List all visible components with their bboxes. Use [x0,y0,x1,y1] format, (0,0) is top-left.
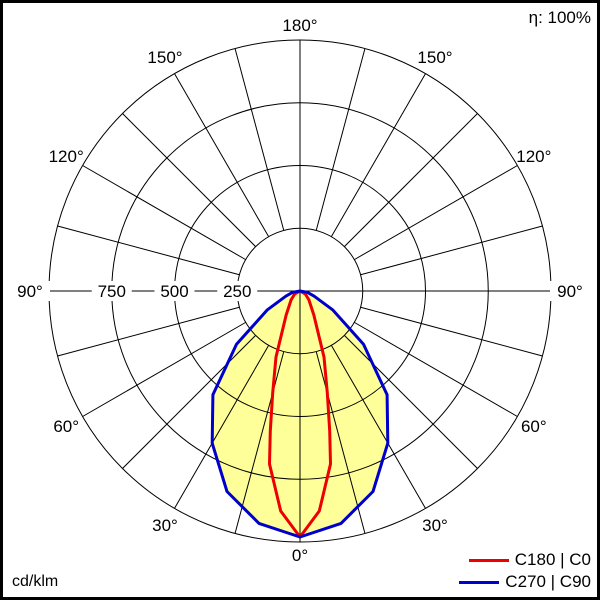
tick-label-bg [217,281,258,301]
grid-spoke [57,225,240,276]
grid-spoke [234,351,285,534]
grid-spoke [330,73,426,237]
series-line-1 [210,289,390,539]
grid-spoke [234,48,285,231]
grid-spoke [354,321,518,417]
tick-label-bg [550,281,590,301]
grid-spoke [174,345,270,509]
angle-label: 120° [516,147,551,166]
grid-spoke [344,113,478,247]
efficiency-label: η: 100% [528,8,591,27]
tick-label-bg [154,281,195,301]
angle-label: 90° [17,282,43,301]
grid-spoke [122,335,256,469]
angle-label: 30° [422,516,448,535]
angle-label: 90° [557,282,583,301]
tick-label-bg [91,281,132,301]
legend-item-c180-c0: C180 | C0 [459,549,591,571]
unit-label: cd/klm [12,573,59,590]
grid-spoke [330,345,426,509]
legend-swatch [459,580,500,584]
legend-item-c270-c90: C270 | C90 [459,571,591,593]
grid-spoke [354,165,518,261]
angle-label: 30° [152,516,178,535]
grid-spoke [57,306,240,357]
grid-spoke [360,225,543,276]
grid-spoke [315,351,366,534]
angle-label: 0° [292,546,308,565]
radial-tick-label: 250 [223,282,251,301]
radial-tick-label: 500 [160,282,188,301]
radial-tick-label: 750 [98,282,126,301]
angle-label: 180° [282,16,317,35]
grid-spoke [360,306,543,357]
grid-spoke [82,321,246,417]
legend-swatch [468,558,509,562]
angle-label: 120° [49,147,84,166]
grid-spoke [315,48,366,231]
angle-label: 150° [147,48,182,67]
grid-spoke [122,113,256,247]
legend: C180 | C0 C270 | C90 [459,549,591,593]
legend-label: C270 | C90 [505,572,591,591]
angle-label: 60° [53,417,79,436]
grid-spoke [344,335,478,469]
angle-label: 60° [521,417,547,436]
legend-label: C180 | C0 [514,550,591,569]
angle-label: 150° [417,48,452,67]
grid-spoke [82,165,246,261]
polar-chart: 250 500 750 0° 30° 30° 60° 60° 90° 90° 120° 120° 150… [3,3,597,597]
polar-plot: 250 500 750 0° 30° 30° 60° 60° 90° 90° 120° 120° 150… [10,16,590,565]
tick-label-bg [10,281,50,301]
grid-spoke [174,73,270,237]
